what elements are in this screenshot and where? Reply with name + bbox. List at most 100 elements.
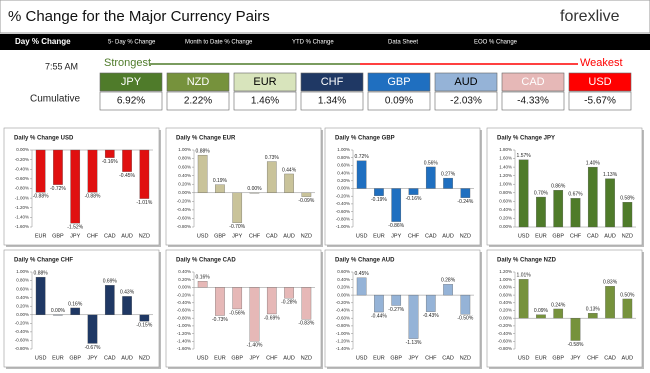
y-tick-label: -0.20% (177, 292, 191, 297)
y-tick-label: -0.20% (177, 199, 191, 204)
currency-value: 0.09% (385, 96, 413, 107)
bar (215, 287, 225, 316)
nav-tab[interactable]: Month to Date % Change (185, 40, 253, 46)
bar (605, 178, 615, 228)
value-label: 0.44% (282, 167, 297, 173)
nav-tab[interactable]: Day % Change (15, 37, 71, 46)
x-tick-label: CAD (266, 233, 278, 239)
nav-tab[interactable]: 5- Day % Change (108, 40, 156, 46)
value-label: -0.73% (212, 317, 228, 323)
x-tick-label: NZD (139, 233, 150, 239)
y-tick-label: -1.00% (336, 224, 350, 229)
x-tick-label: EUR (214, 355, 226, 361)
value-box (99, 91, 163, 111)
time: 7:55 AM (45, 61, 78, 71)
x-tick-label: NZD (301, 233, 312, 239)
bar (536, 196, 546, 228)
value-box (501, 91, 565, 111)
bar (70, 149, 81, 224)
chart-title: Daily % Change CAD (176, 258, 236, 264)
bar (53, 149, 63, 185)
header-bar (0, 0, 650, 34)
y-tick-label: 0.80% (178, 156, 191, 161)
value-label: -0.43% (423, 313, 439, 319)
y-tick-label: -0.20% (336, 193, 350, 198)
y-tick-label: -0.80% (498, 346, 512, 351)
bar (70, 307, 81, 315)
bar (122, 296, 132, 315)
page-title: % Change for the Major Currency Pairs (8, 8, 270, 25)
currency-box (99, 72, 163, 92)
y-tick-label: -1.20% (336, 338, 350, 343)
y-tick-label: 0.60% (178, 164, 191, 169)
x-tick-label: EUR (373, 233, 385, 239)
bar (266, 287, 277, 315)
value-label: 0.43% (120, 290, 135, 296)
currency-name: CAD (521, 76, 544, 88)
y-tick-label: 0.60% (337, 269, 350, 274)
value-label: -0.44% (371, 313, 387, 319)
x-tick-label: USD (197, 233, 209, 239)
x-tick-label: GBP (552, 233, 564, 239)
row-label: Cumulative (30, 94, 80, 105)
nav-tab[interactable]: Data Sheet (388, 40, 418, 46)
bar (232, 287, 243, 310)
x-tick-label: CAD (604, 355, 616, 361)
y-tick-label: -0.60% (15, 176, 29, 181)
bar (356, 277, 367, 296)
value-label: 0.50% (620, 292, 635, 298)
weakest-label: Weakest (580, 57, 623, 69)
currency-box (568, 72, 632, 92)
x-tick-label: CAD (442, 355, 454, 361)
x-tick-label: USD (35, 355, 47, 361)
x-tick-label: USD (356, 233, 368, 239)
chart-panel (165, 249, 322, 368)
nav-tab[interactable]: EOO % Change (474, 40, 518, 46)
y-tick-label: -1.00% (336, 331, 350, 336)
x-tick-label: CAD (104, 355, 116, 361)
bar (553, 308, 564, 319)
x-tick-label: NZD (460, 233, 471, 239)
value-box (233, 91, 297, 111)
y-tick-label: 1.20% (499, 269, 512, 274)
value-label: -0.15% (136, 323, 152, 329)
bar (443, 177, 453, 189)
bar (104, 149, 115, 158)
chart-panel (486, 127, 643, 246)
value-label: -0.28% (281, 300, 297, 306)
value-label: -0.88% (85, 194, 101, 200)
bar (87, 314, 98, 344)
y-tick-label: 0.40% (499, 207, 512, 212)
y-tick-label: 0.40% (16, 295, 29, 300)
currency-box (166, 72, 230, 92)
y-tick-label: -0.60% (15, 338, 29, 343)
value-label: -1.13% (406, 340, 422, 346)
bar (553, 190, 564, 228)
y-tick-label: 1.60% (499, 156, 512, 161)
bar (232, 192, 243, 223)
y-tick-label: -0.80% (15, 346, 29, 351)
currency-value: 2.22% (184, 96, 212, 107)
chart-panel (324, 127, 481, 246)
x-tick-label: JPY (570, 355, 580, 361)
x-tick-label: AUD (283, 233, 295, 239)
y-tick-label: -1.00% (15, 195, 29, 200)
nav-bar (0, 34, 650, 50)
bar (587, 313, 598, 319)
value-label: -0.67% (85, 345, 101, 351)
bar (408, 294, 419, 339)
value-label: 0.83% (603, 280, 618, 286)
y-tick-label: -1.20% (177, 331, 191, 336)
y-tick-label: -0.40% (498, 331, 512, 336)
value-label: 0.86% (551, 184, 566, 190)
value-label: 1.13% (603, 172, 618, 178)
bar (35, 149, 46, 193)
y-tick-label: -0.20% (498, 323, 512, 328)
y-tick-label: 1.00% (16, 269, 29, 274)
y-tick-label: -0.60% (177, 216, 191, 221)
currency-value: -2.03% (450, 96, 482, 107)
bar (215, 184, 225, 193)
value-label: 0.19% (213, 178, 228, 184)
nav-tab[interactable]: YTD % Change (292, 40, 334, 46)
value-label: 0.00% (51, 308, 66, 314)
